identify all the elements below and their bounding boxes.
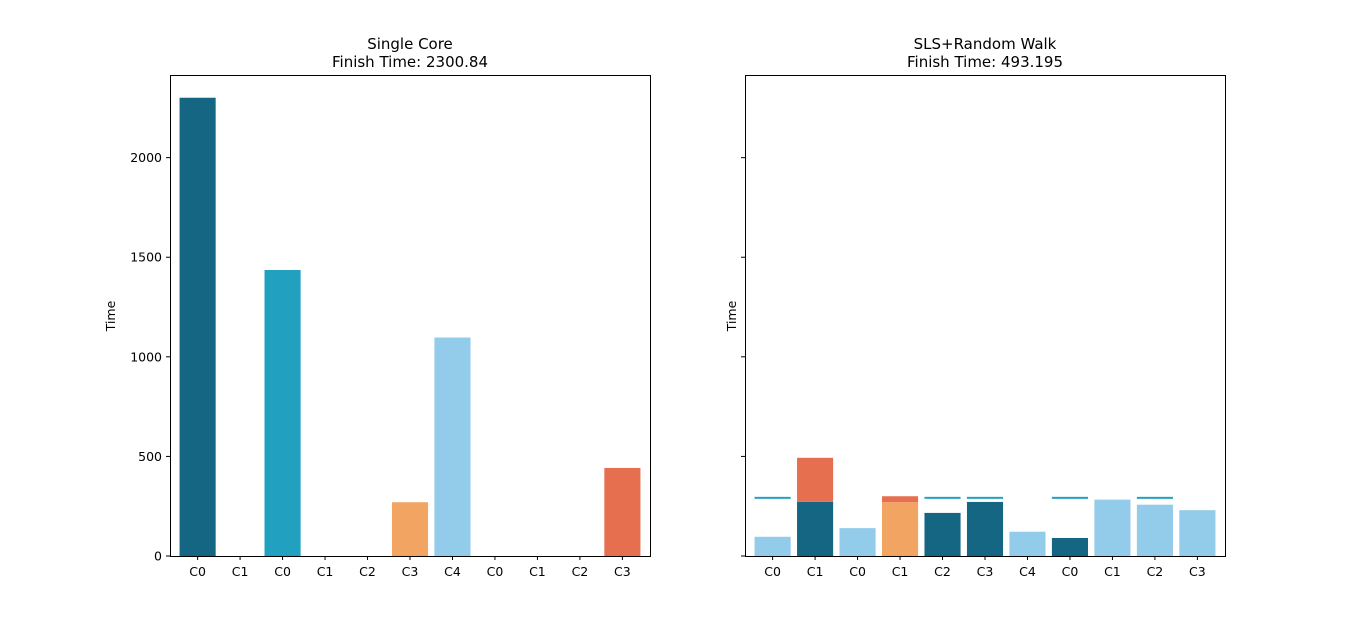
y-tick-label: 0 xyxy=(154,549,162,564)
y-tick-label: 2000 xyxy=(130,150,162,165)
bar xyxy=(434,337,471,556)
chart-title: SLS+Random Walk xyxy=(914,35,1057,53)
x-tick-label: C3 xyxy=(1189,564,1206,579)
x-tick-label: C0 xyxy=(764,564,781,579)
bar-segment xyxy=(1051,496,1089,499)
x-tick-label: C1 xyxy=(232,564,249,579)
bar xyxy=(264,269,301,556)
x-tick-label: C1 xyxy=(529,564,546,579)
x-tick-label: C1 xyxy=(807,564,824,579)
y-tick-label: 500 xyxy=(138,449,162,464)
bar-segment xyxy=(966,501,1004,556)
bar-segment xyxy=(966,498,1004,502)
x-tick-label: C1 xyxy=(317,564,334,579)
bar xyxy=(604,467,641,556)
x-tick-label: C2 xyxy=(934,564,951,579)
ticks-group: C0 C1 C0 C1 C2 C3 C4 C0 C1 C2 C3 xyxy=(741,157,1206,579)
bar-segment xyxy=(754,496,791,499)
bar-segment xyxy=(754,498,791,537)
x-tick-label: C3 xyxy=(402,564,419,579)
x-tick-label: C0 xyxy=(1062,564,1079,579)
chart-sls-random-walk: SLS+Random Walk Finish Time: 493.195 Tim… xyxy=(724,35,1226,579)
y-axis-label: Time xyxy=(103,300,118,332)
bar-segment xyxy=(881,502,919,556)
bar-segment xyxy=(1051,498,1089,538)
x-tick-label: C3 xyxy=(614,564,631,579)
chart-title: Single Core xyxy=(367,35,453,53)
plot-frame xyxy=(170,75,651,557)
x-tick-label: C2 xyxy=(572,564,589,579)
y-tick-label: 1000 xyxy=(130,349,162,364)
ticks-group: C0 C1 C0 C1 C2 C3 C4 C0 C1 C2 C3 0 500 1000 1500 2000 xyxy=(130,150,631,579)
bar-segment xyxy=(1051,537,1089,556)
bar-segment xyxy=(754,536,791,556)
bar-segment xyxy=(839,528,876,556)
x-tick-label: C0 xyxy=(189,564,206,579)
x-tick-label: C3 xyxy=(977,564,994,579)
y-axis-label: Time xyxy=(724,300,739,332)
bar-segment xyxy=(797,457,834,502)
x-tick-label: C1 xyxy=(1104,564,1121,579)
x-tick-label: C0 xyxy=(274,564,291,579)
bars-group xyxy=(179,97,641,556)
x-tick-label: C4 xyxy=(1019,564,1036,579)
bar-segment xyxy=(1136,496,1173,499)
bar-segment xyxy=(1136,504,1173,556)
bar-segment xyxy=(797,501,834,556)
bar-segment xyxy=(1136,498,1173,505)
bar-segment xyxy=(924,496,961,499)
plot-frame xyxy=(745,75,1226,557)
x-tick-label: C0 xyxy=(487,564,504,579)
bar xyxy=(391,502,429,556)
chart-subtitle: Finish Time: 2300.84 xyxy=(332,53,488,71)
chart-single-core: Single Core Finish Time: 2300.84 Time C0… xyxy=(103,35,651,579)
bar-segment xyxy=(924,512,961,556)
x-tick-label: C1 xyxy=(892,564,909,579)
x-tick-label: C2 xyxy=(1147,564,1164,579)
bar-segment xyxy=(881,496,919,503)
bar-segment xyxy=(1094,499,1131,556)
bar-segment xyxy=(1009,531,1046,556)
bar xyxy=(179,97,216,556)
bar-segment xyxy=(924,498,961,513)
chart-subtitle: Finish Time: 493.195 xyxy=(907,53,1063,71)
x-tick-label: C2 xyxy=(359,564,376,579)
bar-segment xyxy=(966,496,1004,499)
x-tick-label: C0 xyxy=(849,564,866,579)
x-tick-label: C4 xyxy=(444,564,461,579)
bar-segment xyxy=(1179,510,1216,556)
y-tick-label: 1500 xyxy=(130,250,162,265)
bars-group xyxy=(754,457,1216,556)
